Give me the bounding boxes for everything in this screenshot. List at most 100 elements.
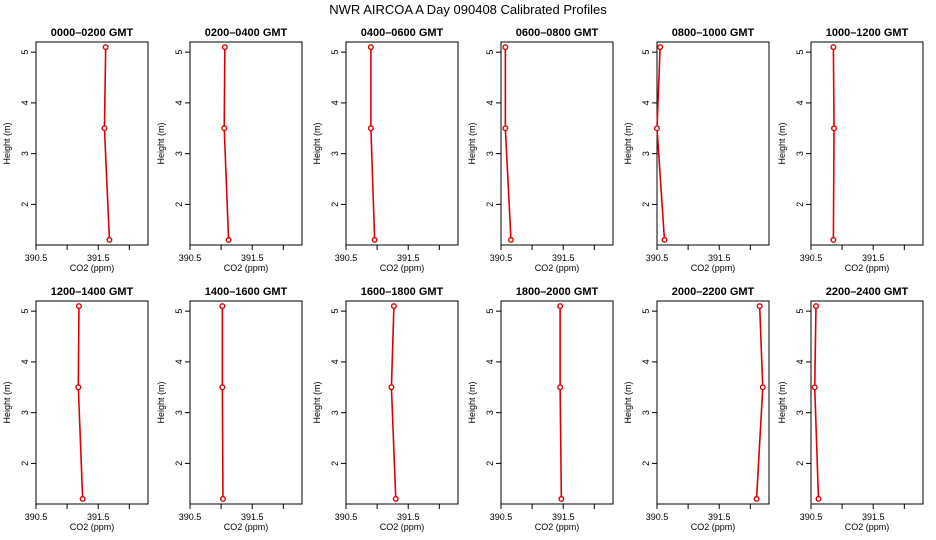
profile-point (221, 125, 228, 132)
profile-point (557, 384, 564, 391)
profile-point (811, 384, 818, 391)
y-tick-label: 3 (20, 410, 30, 415)
y-tick-label: 5 (485, 309, 495, 314)
profile-point (371, 236, 378, 243)
y-tick-label: 5 (20, 50, 30, 55)
profile-point (106, 236, 113, 243)
plot-frame (35, 300, 149, 505)
plot-frame (35, 41, 149, 246)
panel-title: 0400–0600 GMT (361, 27, 444, 39)
plot-frame (656, 41, 770, 246)
y-tick-label: 5 (641, 50, 651, 55)
x-tick-label: 391.5 (87, 253, 110, 263)
plot-frame (810, 41, 924, 246)
profile-point (831, 125, 838, 132)
y-tick-label: 2 (20, 202, 30, 207)
y-tick-label: 4 (641, 100, 651, 105)
x-tick-label: 391.5 (552, 512, 575, 522)
profile-point (657, 44, 664, 51)
x-tick-label: 391.5 (87, 512, 110, 522)
x-tick-label: 390.5 (335, 253, 358, 263)
profile-point (219, 384, 226, 391)
y-tick-label: 4 (20, 359, 30, 364)
y-tick-label: 4 (20, 100, 30, 105)
x-tick-label: 391.5 (708, 253, 731, 263)
plot-frame (345, 300, 459, 505)
y-axis-label: Height (m) (2, 381, 12, 423)
profile-point (661, 236, 668, 243)
profile-point (557, 303, 564, 310)
x-tick-label: 390.5 (179, 512, 202, 522)
x-tick-label: 391.5 (397, 253, 420, 263)
profile-line (390, 306, 397, 499)
y-tick-label: 3 (641, 151, 651, 156)
profile-point (367, 125, 374, 132)
profile-point (753, 495, 760, 502)
y-axis-label: Height (m) (467, 122, 477, 164)
panel-title: 0000–0200 GMT (51, 27, 134, 39)
y-axis-label: Height (m) (467, 381, 477, 423)
y-tick-label: 3 (485, 151, 495, 156)
y-tick-label: 4 (330, 359, 340, 364)
profile-point (221, 44, 228, 51)
y-tick-label: 5 (330, 309, 340, 314)
profile-point (815, 495, 822, 502)
y-axis-label: Height (m) (2, 122, 12, 164)
profile-point (830, 44, 837, 51)
plot-frame (189, 300, 303, 505)
y-tick-label: 4 (485, 100, 495, 105)
y-axis-label: Height (m) (312, 381, 322, 423)
y-axis-label: Height (m) (623, 381, 633, 423)
profile-line (813, 306, 820, 499)
y-tick-label: 5 (795, 50, 805, 55)
y-tick-label: 3 (174, 151, 184, 156)
x-axis-label: CO2 (ppm) (224, 522, 269, 532)
y-tick-label: 3 (641, 410, 651, 415)
profile-point (392, 495, 399, 502)
y-tick-label: 2 (485, 461, 495, 466)
profile-point (75, 303, 82, 310)
y-tick-label: 2 (20, 461, 30, 466)
y-tick-label: 2 (174, 202, 184, 207)
panel-title: 0800–1000 GMT (672, 27, 755, 39)
x-tick-label: 391.5 (708, 512, 731, 522)
profile-point (79, 495, 86, 502)
x-axis-label: CO2 (ppm) (535, 522, 580, 532)
x-axis-label: CO2 (ppm) (845, 522, 890, 532)
y-tick-label: 4 (174, 100, 184, 105)
profile-point (367, 44, 374, 51)
y-tick-label: 5 (485, 50, 495, 55)
x-axis-label: CO2 (ppm) (691, 263, 736, 273)
y-tick-label: 3 (795, 151, 805, 156)
profile-line (755, 306, 764, 499)
y-tick-label: 2 (485, 202, 495, 207)
profile-line (656, 47, 666, 240)
y-tick-label: 4 (795, 359, 805, 364)
x-tick-label: 390.5 (25, 253, 48, 263)
y-tick-label: 2 (641, 461, 651, 466)
panel-title: 1000–1200 GMT (826, 27, 909, 39)
profile-point (101, 125, 108, 132)
y-tick-label: 4 (330, 100, 340, 105)
x-tick-label: 390.5 (800, 512, 823, 522)
panel-title: 1800–2000 GMT (516, 286, 599, 298)
x-tick-label: 391.5 (241, 253, 264, 263)
profile-point (388, 384, 395, 391)
y-tick-label: 3 (330, 410, 340, 415)
profile-line (221, 306, 224, 499)
profile-line (559, 306, 563, 499)
panel-title: 2200–2400 GMT (826, 286, 909, 298)
profile-point (75, 384, 82, 391)
y-tick-label: 3 (330, 151, 340, 156)
panel-title: 1200–1400 GMT (51, 286, 134, 298)
profile-line (370, 47, 376, 240)
y-tick-label: 2 (795, 202, 805, 207)
x-axis-label: CO2 (ppm) (380, 522, 425, 532)
y-tick-label: 5 (641, 309, 651, 314)
